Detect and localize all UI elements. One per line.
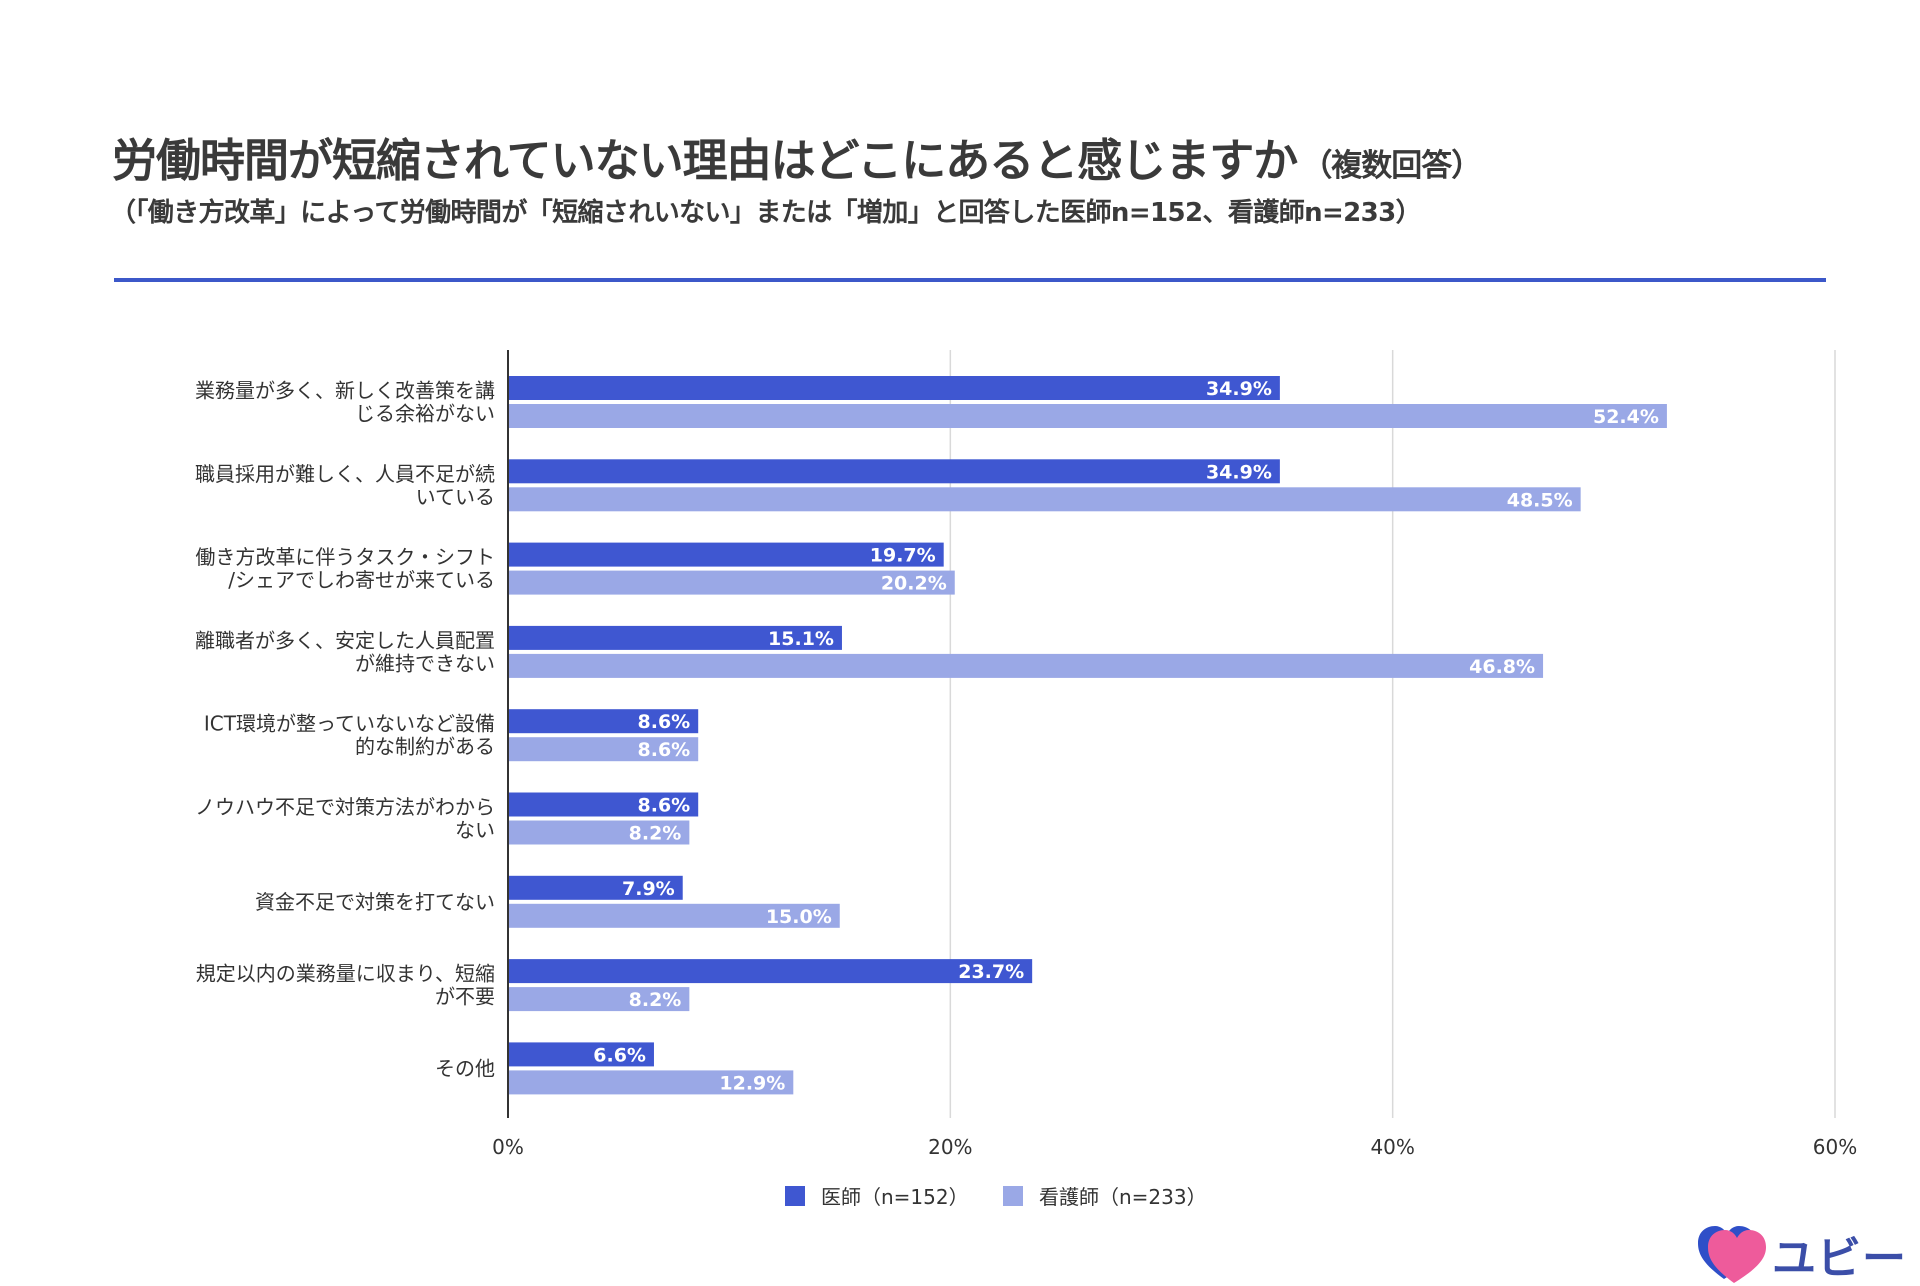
category-label: 資金不足で対策を打てない	[255, 890, 495, 914]
data-label: 23.7%	[958, 961, 1024, 983]
legend-label: 看護師（n=233）	[1039, 1185, 1207, 1209]
category-label: 職員採用が難しく、人員不足が続	[195, 462, 495, 486]
bar	[508, 404, 1667, 428]
bar	[508, 542, 944, 567]
category-label: ICT環境が整っていないなど設備	[204, 712, 495, 736]
bar	[508, 792, 699, 817]
x-tick-label: 20%	[928, 1135, 972, 1159]
bar	[508, 820, 690, 845]
bar	[508, 903, 840, 928]
brand-logo: ユビー	[1694, 1222, 1907, 1286]
category-label: ノウハウ不足で対策方法がわから	[195, 795, 495, 819]
x-tick-label: 60%	[1813, 1135, 1857, 1159]
bar	[508, 376, 1280, 400]
x-tick-label: 40%	[1370, 1135, 1414, 1159]
header-divider	[114, 278, 1826, 282]
category-label: いている	[416, 485, 495, 509]
data-label: 46.8%	[1469, 656, 1535, 678]
data-label: 8.6%	[638, 795, 691, 817]
data-label: 19.7%	[870, 545, 936, 567]
bar	[508, 987, 690, 1012]
category-label: じる余裕がない	[355, 402, 495, 426]
data-label: 8.2%	[629, 989, 682, 1011]
title-main: 労働時間が短縮されていない理由はどこにあると感じますか	[112, 134, 1298, 187]
data-label: 34.9%	[1206, 378, 1272, 400]
data-label: 8.2%	[629, 823, 682, 845]
category-label: ない	[455, 818, 495, 842]
category-label: 離職者が多く、安定した人員配置	[195, 628, 495, 652]
category-label: /シェアでしわ寄せが来ている	[228, 568, 495, 592]
category-label: が不要	[435, 985, 495, 1009]
x-tick-label: 0%	[492, 1135, 524, 1159]
data-label: 6.6%	[593, 1044, 646, 1066]
category-label: 働き方改革に伴うタスク・シフト	[195, 545, 495, 569]
bar	[508, 487, 1581, 512]
chart-subtitle: （「働き方改革」によって労働時間が「短縮されいない」または「増加」と回答した医師…	[110, 198, 1422, 228]
data-label: 34.9%	[1206, 461, 1272, 483]
data-label: 20.2%	[881, 573, 947, 595]
bar	[508, 653, 1544, 678]
data-label: 15.1%	[768, 628, 834, 650]
bar	[508, 1070, 794, 1095]
bar	[508, 459, 1280, 484]
category-label: 業務量が多く、新しく改善策を講	[195, 379, 495, 403]
category-label: その他	[435, 1056, 495, 1080]
bar	[508, 709, 699, 734]
bar	[508, 570, 955, 595]
category-label: 的な制約がある	[355, 735, 495, 759]
brand-name: ユビー	[1772, 1233, 1907, 1284]
category-label: 規定以内の業務量に収まり、短縮	[196, 962, 495, 986]
bar	[508, 875, 683, 900]
bar	[508, 737, 699, 762]
data-label: 48.5%	[1507, 489, 1573, 511]
data-label: 8.6%	[638, 739, 691, 761]
data-label: 12.9%	[719, 1072, 785, 1094]
data-label: 7.9%	[622, 878, 675, 900]
bar	[508, 1042, 654, 1067]
bar	[508, 625, 842, 650]
data-label: 52.4%	[1593, 406, 1659, 428]
title-suffix: （複数回答）	[1301, 148, 1482, 184]
legend-swatch	[1003, 1186, 1023, 1206]
legend-swatch	[785, 1186, 805, 1206]
category-label: が維持できない	[355, 651, 495, 675]
legend-label: 医師（n=152）	[821, 1185, 969, 1209]
chart-title: 労働時間が短縮されていない理由はどこにあると感じますか （複数回答）	[112, 124, 1482, 189]
heart-logo-icon	[1698, 1226, 1766, 1283]
data-label: 15.0%	[766, 906, 832, 928]
data-label: 8.6%	[638, 711, 691, 733]
bar	[508, 959, 1033, 984]
